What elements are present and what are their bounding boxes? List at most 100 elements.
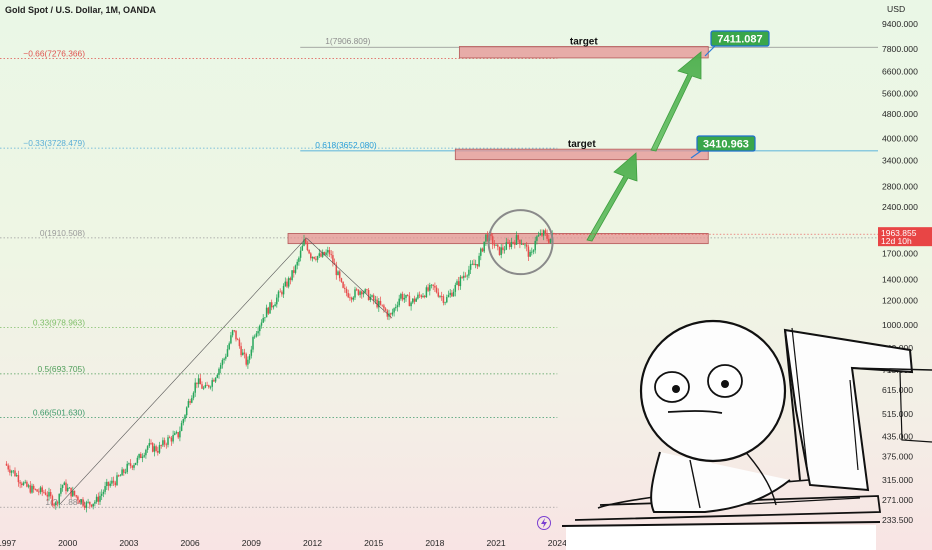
candle-body — [381, 304, 383, 306]
candle-body — [148, 443, 151, 447]
candle-body — [170, 437, 173, 442]
candle-body — [51, 496, 54, 506]
candle-body — [260, 322, 263, 326]
candle-body — [238, 339, 241, 347]
candle-body — [223, 358, 225, 360]
candle-body — [155, 446, 157, 451]
y-tick-label: 3400.000 — [882, 155, 918, 165]
y-tick-label: 515.000 — [882, 409, 913, 419]
candle-body — [49, 492, 52, 497]
candle-body — [133, 464, 135, 468]
candle-body — [529, 251, 531, 257]
candle-body — [267, 307, 270, 314]
candle-body — [313, 256, 315, 259]
candle-body — [151, 443, 154, 452]
fib-levels: −0.66(7276.366) −0.33(3728.479) 0(1910.508… — [0, 36, 878, 508]
candle-body — [243, 352, 246, 354]
candle-body — [257, 331, 259, 334]
target-pointer — [690, 150, 702, 159]
candle-body — [157, 450, 159, 453]
fib-level-label: 1(2….884) — [45, 497, 85, 507]
candle-body — [48, 492, 50, 497]
candle-body — [66, 487, 69, 492]
candle-body — [182, 419, 185, 424]
candle-body — [102, 491, 105, 494]
candle-body — [497, 244, 499, 247]
candle-body — [153, 446, 156, 452]
candle-body — [359, 291, 361, 295]
current-price-value: 1963.855 — [881, 228, 917, 238]
candle-body — [442, 296, 445, 303]
candle-body — [202, 387, 205, 389]
y-tick-label: 9400.000 — [882, 19, 918, 29]
candle-body — [140, 454, 142, 459]
candle-body — [396, 305, 399, 308]
candle-body — [406, 294, 409, 296]
candle-body — [546, 233, 548, 239]
candle-body — [310, 253, 312, 259]
candle-body — [85, 502, 88, 508]
candle-body — [65, 482, 67, 492]
candle-body — [459, 276, 462, 287]
candle-body — [121, 469, 123, 476]
candle-body — [367, 289, 370, 301]
candle-body — [323, 251, 326, 255]
candle-body — [306, 242, 309, 251]
candle-body — [192, 392, 195, 399]
candle-body — [437, 292, 440, 297]
candle-body — [369, 296, 372, 301]
candle-body — [423, 295, 426, 298]
candle-body — [80, 499, 83, 503]
candle-body — [14, 470, 16, 477]
candle-body — [422, 295, 424, 298]
y-tick-label: 4800.000 — [882, 109, 918, 119]
candle-body — [15, 475, 18, 477]
candle-body — [274, 304, 276, 307]
candle-body — [340, 278, 343, 282]
candle-body — [464, 275, 467, 277]
candle-body — [493, 244, 496, 246]
x-tick-label: 2000 — [58, 538, 77, 548]
candle-body — [26, 481, 28, 487]
candle-body — [262, 317, 264, 323]
candle-body — [211, 380, 213, 387]
candle-body — [481, 248, 484, 252]
candle-body — [177, 432, 179, 438]
candle-body — [21, 483, 23, 486]
candle-body — [184, 415, 186, 420]
candle-body — [480, 248, 482, 256]
candle-body — [401, 293, 404, 300]
candle-body — [201, 384, 203, 389]
candle-body — [265, 307, 268, 318]
lightning-icon[interactable] — [537, 516, 551, 530]
candle-body — [36, 489, 38, 492]
candle-body — [95, 496, 98, 502]
candle-body — [549, 238, 552, 243]
candle-body — [508, 242, 511, 248]
candle-body — [354, 289, 356, 298]
candle-body — [439, 296, 441, 297]
y-tick-label: 615.000 — [882, 385, 913, 395]
candle-body — [553, 233, 555, 234]
candle-body — [27, 485, 30, 487]
candle-body — [248, 355, 251, 360]
candle-body — [208, 385, 210, 388]
candle-body — [221, 359, 224, 366]
candle-body — [78, 500, 81, 503]
y-tick-label: 2400.000 — [882, 202, 918, 212]
candle-body — [240, 346, 242, 356]
candle-body — [452, 291, 455, 297]
y-tick-label: 6600.000 — [882, 66, 918, 76]
candle-body — [446, 297, 448, 303]
candle-body — [55, 502, 57, 506]
candle-body — [321, 251, 324, 257]
candle-body — [463, 275, 465, 278]
candle-body — [378, 300, 380, 308]
candle-body — [61, 485, 64, 488]
candle-body — [216, 374, 219, 378]
candle-body — [252, 337, 254, 350]
candle-body — [90, 504, 93, 507]
x-tick-label: 2009 — [242, 538, 261, 548]
candle-body — [245, 353, 247, 365]
